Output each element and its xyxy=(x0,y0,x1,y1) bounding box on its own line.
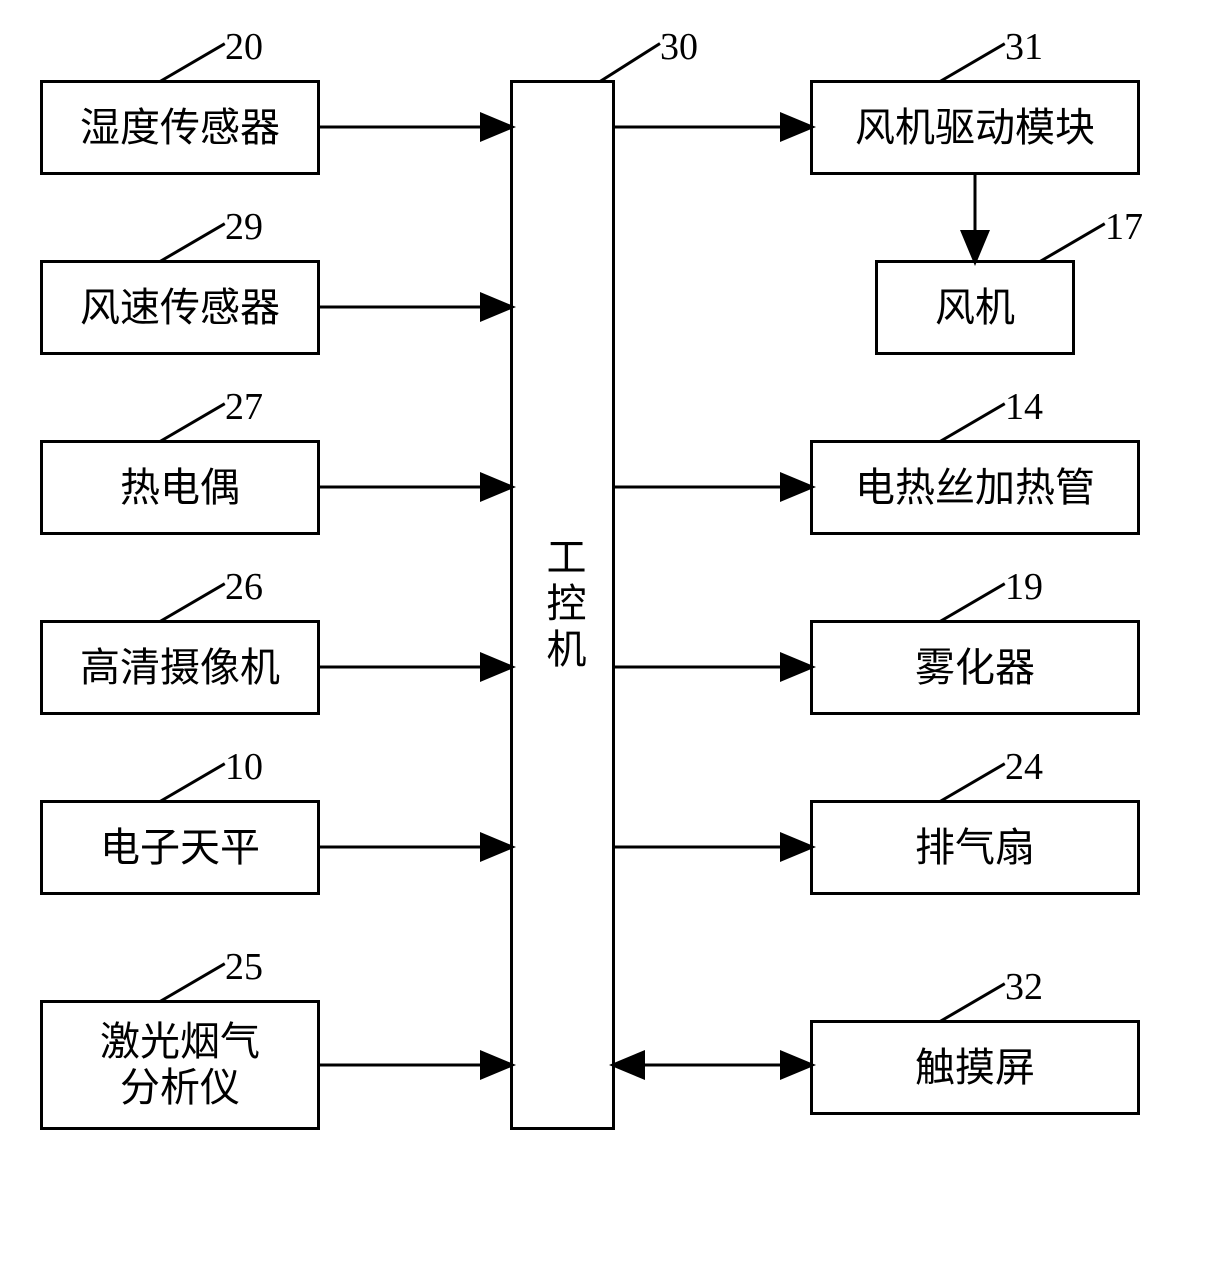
node-label: 风速传感器 xyxy=(80,285,280,331)
leader-line xyxy=(939,582,1006,623)
ref-label-n32: 32 xyxy=(1005,965,1043,1009)
node-n29: 风速传感器 xyxy=(40,260,320,355)
ref-label-n10: 10 xyxy=(225,745,263,789)
node-n24: 排气扇 xyxy=(810,800,1140,895)
ref-label-n26: 26 xyxy=(225,565,263,609)
leader-line xyxy=(939,982,1006,1023)
ref-label-n31: 31 xyxy=(1005,25,1043,69)
leader-line xyxy=(939,762,1006,803)
node-n19: 雾化器 xyxy=(810,620,1140,715)
leader-line xyxy=(939,42,1006,83)
node-n31: 风机驱动模块 xyxy=(810,80,1140,175)
node-label: 排气扇 xyxy=(915,825,1035,871)
node-label: 热电偶 xyxy=(120,465,240,511)
ref-label-n20: 20 xyxy=(225,25,263,69)
ref-label-n14: 14 xyxy=(1005,385,1043,429)
ref-label-n29: 29 xyxy=(225,205,263,249)
ref-label-n17: 17 xyxy=(1105,205,1143,249)
leader-line xyxy=(159,762,226,803)
leader-line xyxy=(159,42,226,83)
leader-line xyxy=(159,962,226,1003)
ref-label-n27: 27 xyxy=(225,385,263,429)
ref-label-n19: 19 xyxy=(1005,565,1043,609)
node-n30: 工控机 xyxy=(510,80,615,1130)
node-label: 工控机 xyxy=(540,536,586,674)
ref-label-n25: 25 xyxy=(225,945,263,989)
node-label: 雾化器 xyxy=(915,645,1035,691)
leader-line xyxy=(939,402,1006,443)
node-n10: 电子天平 xyxy=(40,800,320,895)
node-n26: 高清摄像机 xyxy=(40,620,320,715)
node-label: 激光烟气分析仪 xyxy=(100,1019,260,1111)
node-label: 触摸屏 xyxy=(915,1045,1035,1091)
node-label: 风机 xyxy=(935,285,1015,331)
node-n17: 风机 xyxy=(875,260,1075,355)
node-label: 湿度传感器 xyxy=(80,105,280,151)
leader-line xyxy=(159,222,226,263)
node-n27: 热电偶 xyxy=(40,440,320,535)
node-label: 高清摄像机 xyxy=(80,645,280,691)
ref-label-n30: 30 xyxy=(660,25,698,69)
leader-line xyxy=(599,42,661,83)
node-n20: 湿度传感器 xyxy=(40,80,320,175)
node-label: 电热丝加热管 xyxy=(855,465,1095,511)
node-label: 电子天平 xyxy=(100,825,260,871)
leader-line xyxy=(159,582,226,623)
leader-line xyxy=(1039,222,1106,263)
node-n25: 激光烟气分析仪 xyxy=(40,1000,320,1130)
node-label: 风机驱动模块 xyxy=(855,105,1095,151)
leader-line xyxy=(159,402,226,443)
ref-label-n24: 24 xyxy=(1005,745,1043,789)
node-n14: 电热丝加热管 xyxy=(810,440,1140,535)
node-n32: 触摸屏 xyxy=(810,1020,1140,1115)
